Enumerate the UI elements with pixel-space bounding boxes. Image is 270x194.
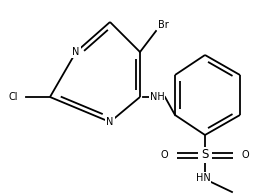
Text: S: S bbox=[201, 148, 209, 161]
Text: NH: NH bbox=[150, 92, 164, 102]
Text: Br: Br bbox=[158, 20, 169, 30]
Text: Cl: Cl bbox=[8, 92, 18, 102]
Text: HN: HN bbox=[196, 173, 210, 183]
Text: N: N bbox=[72, 47, 80, 57]
Text: N: N bbox=[106, 117, 114, 127]
Text: O: O bbox=[160, 150, 168, 160]
Text: O: O bbox=[242, 150, 250, 160]
